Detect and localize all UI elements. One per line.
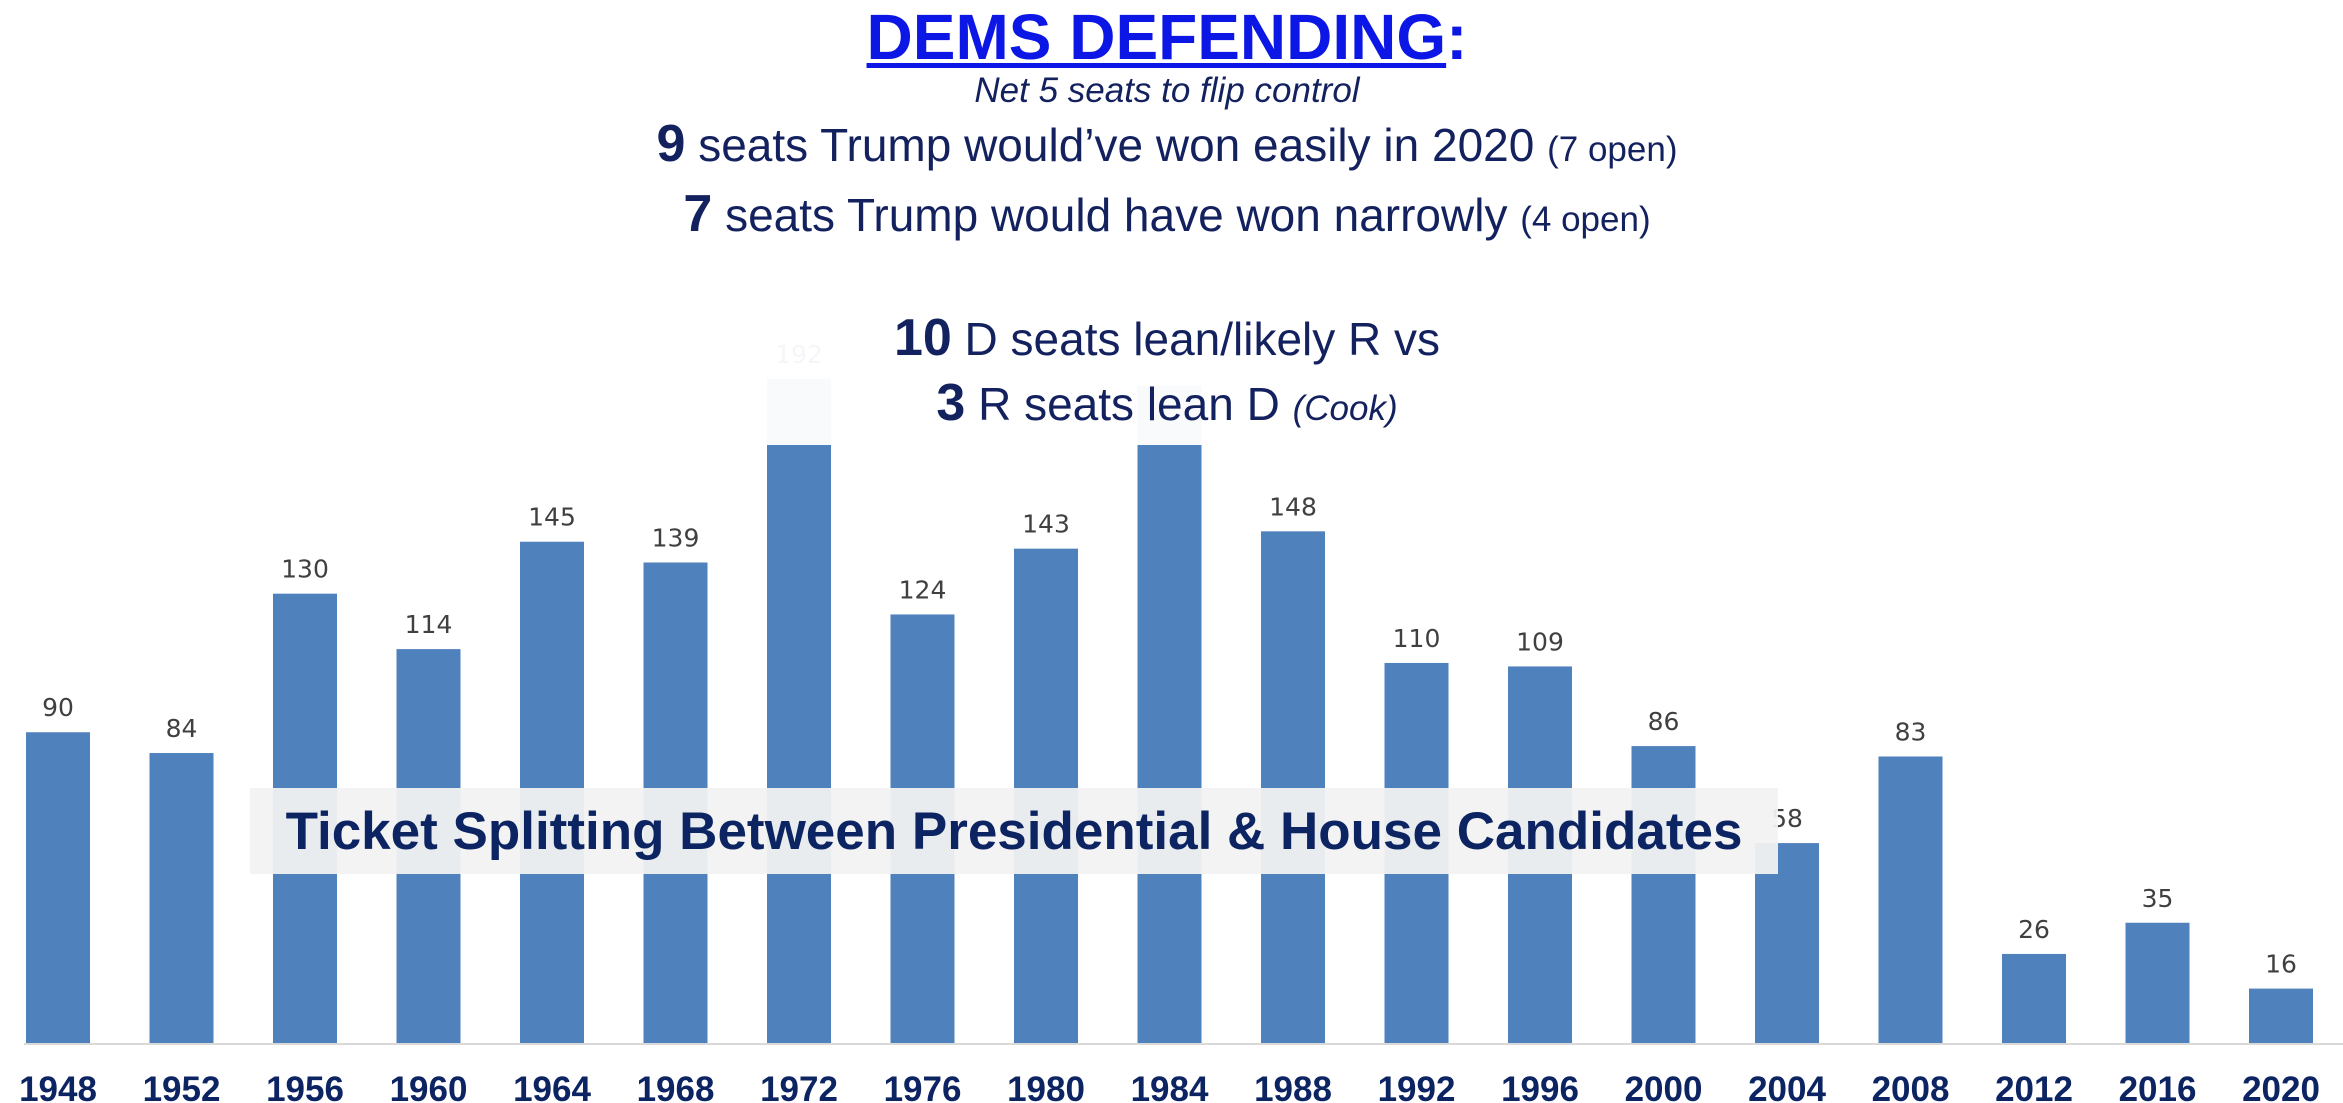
stat-line-easy-trump-seats: 9 seats Trump would’ve won easily in 202…	[560, 112, 1774, 182]
x-tick-1964: 1964	[513, 1070, 591, 1103]
x-tick-2000: 2000	[1625, 1070, 1703, 1103]
data-label-1976: 124	[899, 575, 947, 604]
stat-line-narrow-trump-seats: 7 seats Trump would have won narrowly (4…	[560, 182, 1774, 252]
x-tick-2004: 2004	[1748, 1070, 1826, 1103]
stat-number: 10	[893, 309, 952, 367]
bar-1972	[767, 445, 831, 1044]
data-label-1964: 145	[528, 503, 576, 532]
bar-2004	[1755, 843, 1819, 1044]
x-tick-1952: 1952	[143, 1070, 221, 1103]
bar-2012	[2002, 953, 2066, 1044]
x-tick-1972: 1972	[760, 1070, 838, 1103]
x-tick-1968: 1968	[637, 1070, 715, 1103]
stat-line-d-seats-lean-r: 10 D seats lean/likely R vs	[560, 306, 1774, 371]
data-label-2020: 16	[2265, 950, 2297, 979]
stat-text: D seats lean/likely R vs	[951, 313, 1441, 365]
data-label-1952: 84	[166, 714, 198, 743]
data-label-1960: 114	[405, 610, 453, 639]
bar-2016	[2125, 922, 2190, 1044]
data-label-1980: 143	[1022, 510, 1070, 539]
data-label-1948: 90	[42, 693, 74, 722]
data-label-1992: 110	[1393, 624, 1441, 653]
x-tick-2008: 2008	[1872, 1070, 1950, 1103]
x-tick-1948: 1948	[19, 1070, 97, 1103]
bar-2008	[1878, 756, 1943, 1044]
x-tick-2020: 2020	[2242, 1070, 2320, 1103]
stat-number: 3	[936, 374, 966, 432]
data-label-1996: 109	[1516, 627, 1564, 656]
title-backdrop	[576, 0, 1758, 445]
bars-layer	[26, 378, 2313, 1044]
stat-source-note: (Cook)	[1292, 389, 1398, 428]
panel-title-colon: :	[1446, 1, 1468, 73]
bar-1988	[1261, 531, 1325, 1044]
panel-subtitle: Net 5 seats to flip control	[974, 71, 1360, 110]
data-label-2012: 26	[2018, 915, 2050, 944]
bar-1984	[1137, 445, 1202, 1044]
stat-text: R seats lean D	[965, 378, 1293, 430]
chart-title-box: Ticket Splitting Between Presidential & …	[250, 788, 1778, 874]
data-label-2016: 35	[2142, 884, 2174, 913]
stat-line-r-seats-lean-d: 3 R seats lean D (Cook)	[560, 371, 1774, 441]
data-label-2000: 86	[1648, 707, 1680, 736]
data-label-1956: 130	[281, 555, 329, 584]
bar-2020	[2249, 988, 2313, 1044]
dems-defending-panel: DEMS DEFENDING: Net 5 seats to flip cont…	[560, 0, 1774, 441]
bar-1952	[149, 753, 214, 1044]
data-label-1988: 148	[1269, 492, 1317, 521]
stat-text: seats Trump would have won narrowly	[712, 189, 1521, 241]
x-tick-1960: 1960	[390, 1070, 468, 1103]
stat-note: (7 open)	[1547, 130, 1678, 169]
stat-text: seats Trump would’ve won easily in 2020	[685, 119, 1548, 171]
stat-number: 9	[656, 115, 686, 173]
stat-number: 7	[683, 185, 713, 243]
x-tick-1980: 1980	[1007, 1070, 1085, 1103]
bar-1948	[26, 732, 90, 1044]
x-tick-1992: 1992	[1378, 1070, 1456, 1103]
x-tick-2012: 2012	[1995, 1070, 2073, 1103]
x-tick-1956: 1956	[266, 1070, 344, 1103]
data-label-2008: 83	[1895, 717, 1927, 746]
x-tick-1996: 1996	[1501, 1070, 1579, 1103]
x-tick-1988: 1988	[1254, 1070, 1332, 1103]
panel-title-text: DEMS DEFENDING	[866, 1, 1447, 73]
panel-title: DEMS DEFENDING:	[560, 2, 1774, 72]
x-tick-1976: 1976	[884, 1070, 962, 1103]
data-label-1968: 139	[652, 524, 700, 553]
x-axis-labels: 1948 1952 1956 1960 1964 1968 1972 1976 1980 1984…	[19, 1070, 2320, 1103]
x-tick-2016: 2016	[2119, 1070, 2197, 1103]
chart-title: Ticket Splitting Between Presidential & …	[285, 801, 1743, 861]
stat-note: (4 open)	[1520, 200, 1651, 239]
x-tick-1984: 1984	[1131, 1070, 1209, 1103]
